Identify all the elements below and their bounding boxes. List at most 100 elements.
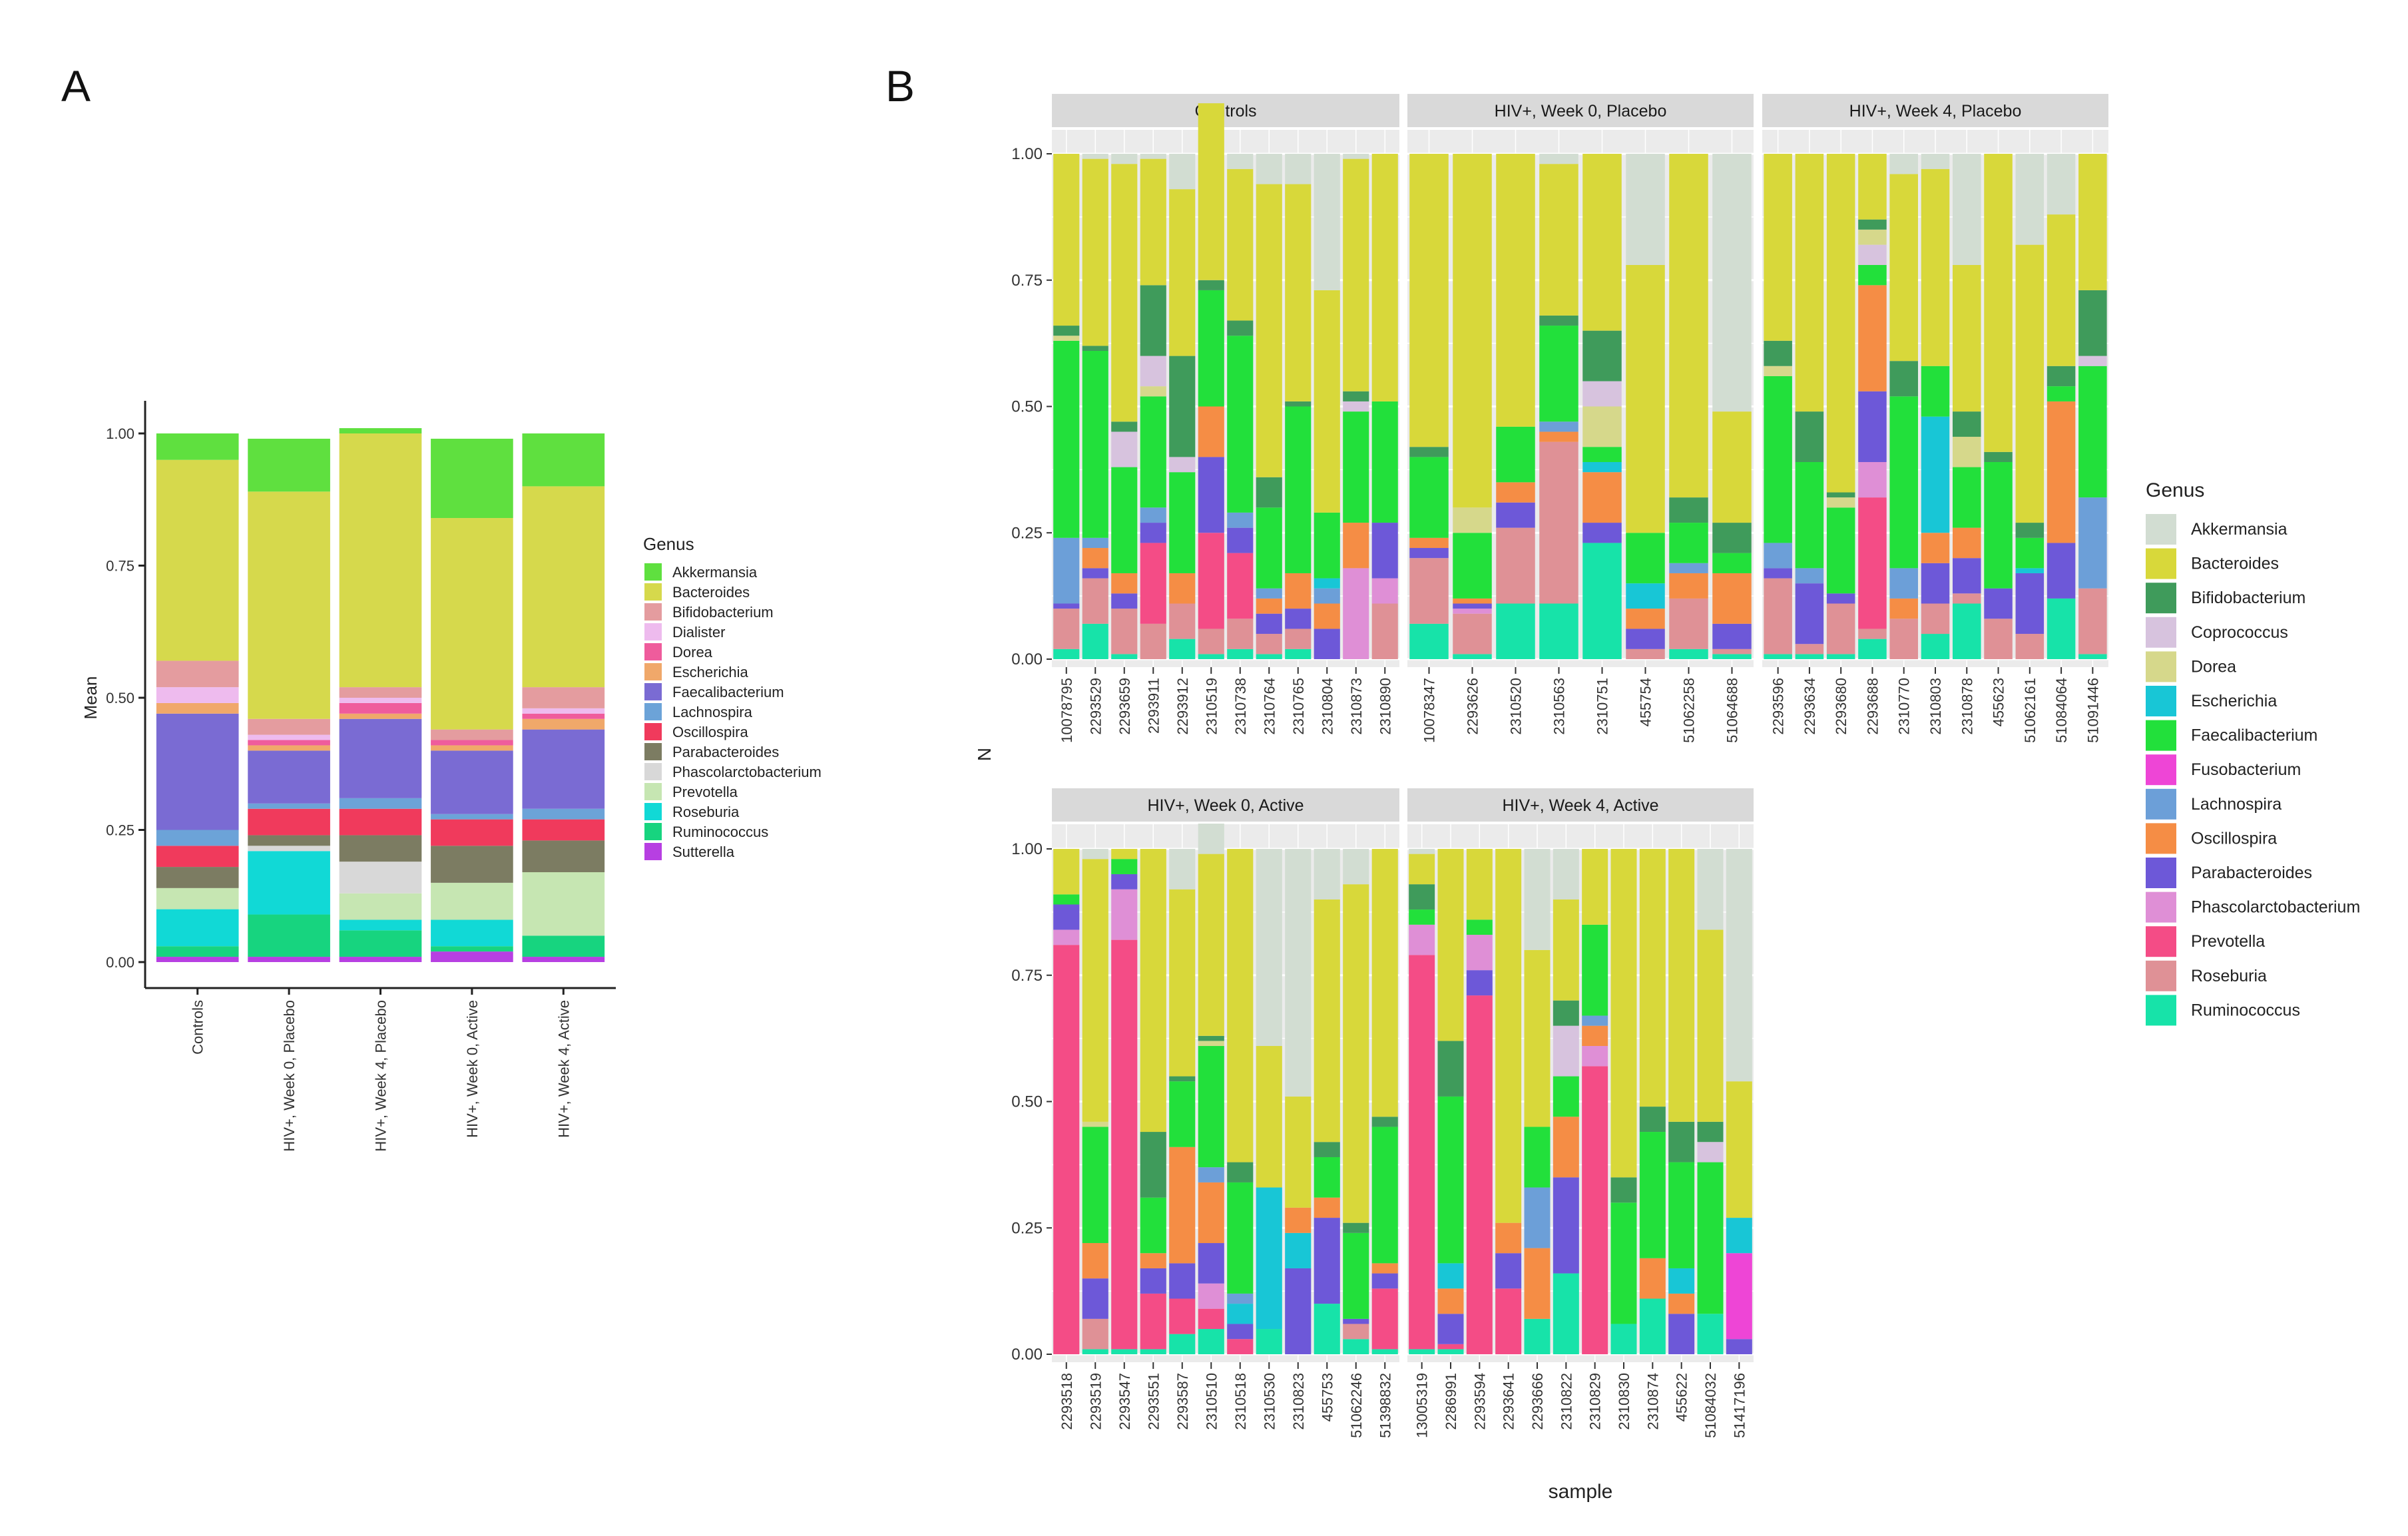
x-tick-label: 2310873 xyxy=(1348,678,1365,735)
x-tick-label: 2286991 xyxy=(1443,1373,1459,1430)
bar-segment xyxy=(1285,1207,1312,1233)
bar-segment xyxy=(1496,426,1535,483)
x-tick-label: 2293529 xyxy=(1087,678,1104,735)
bar-segment xyxy=(1582,543,1622,659)
bar-segment xyxy=(339,713,422,719)
bar-segment xyxy=(1227,619,1254,649)
x-tick-label: 10078795 xyxy=(1059,678,1075,743)
bar-segment xyxy=(1826,154,1855,493)
bar-segment xyxy=(1437,1349,1464,1354)
bar-segment xyxy=(1764,654,1792,659)
bar-segment xyxy=(1889,568,1918,599)
bar-segment xyxy=(1082,849,1108,860)
bar-segment xyxy=(1495,1288,1522,1354)
bar-segment xyxy=(1111,859,1138,874)
bar-segment xyxy=(2047,154,2076,215)
bar-segment xyxy=(248,745,330,751)
bar-segment xyxy=(1610,1202,1637,1324)
y-tick-label: 0.25 xyxy=(1011,524,1043,542)
legend-swatch xyxy=(644,623,662,640)
x-tick-label: 51084032 xyxy=(1702,1373,1719,1438)
legend-label: Fusobacterium xyxy=(2191,760,2301,779)
x-tick-label: 2310519 xyxy=(1203,678,1220,735)
x-tick-label: 2293594 xyxy=(1471,1373,1488,1430)
bar-segment xyxy=(1256,598,1282,614)
x-tick-label: 455753 xyxy=(1319,1373,1335,1421)
bar-segment xyxy=(156,433,239,460)
bar-segment xyxy=(1343,1324,1369,1340)
bar-segment xyxy=(1726,849,1752,1082)
bar-segment xyxy=(522,713,605,719)
bar-segment xyxy=(1082,578,1108,624)
bar-segment xyxy=(1921,366,1950,417)
bar-segment xyxy=(1082,859,1108,1122)
bar-segment xyxy=(1314,849,1340,899)
legend-swatch xyxy=(644,803,662,820)
bar-segment xyxy=(1582,381,1622,407)
x-tick-label: 2293519 xyxy=(1087,1373,1104,1430)
bar-segment xyxy=(2047,401,2076,543)
bar-segment xyxy=(156,867,239,888)
legend-title: Genus xyxy=(2146,479,2204,501)
bar-segment xyxy=(1984,154,2013,452)
bar-segment xyxy=(339,808,422,836)
bar-segment xyxy=(1053,929,1080,945)
x-tick-label: 2293626 xyxy=(1465,678,1481,735)
bar-segment xyxy=(1140,1253,1166,1268)
bar-segment xyxy=(1314,290,1340,513)
bar-segment xyxy=(1256,588,1282,599)
legend-swatch xyxy=(2146,583,2176,614)
bar-segment xyxy=(1437,849,1464,1041)
bar-segment xyxy=(1053,326,1080,336)
bar-segment xyxy=(1953,437,1981,467)
bar-segment xyxy=(1582,924,1608,1016)
legend-swatch xyxy=(644,583,662,601)
bar-segment xyxy=(1921,416,1950,533)
bar-segment xyxy=(248,740,330,746)
bar-segment xyxy=(156,702,239,714)
bar-segment xyxy=(1169,1076,1196,1082)
bar-segment xyxy=(1169,573,1196,604)
bar-segment xyxy=(1198,1308,1224,1330)
bar-segment xyxy=(1285,629,1312,649)
legend-b: Genus Akkermansia Bacteroides Bifidobacteri… xyxy=(2146,479,2360,1026)
bar-segment xyxy=(248,957,330,962)
bar-segment xyxy=(1256,1187,1282,1330)
bar-segment xyxy=(1256,1329,1282,1354)
bar-segment xyxy=(1889,598,1918,619)
bar-segment xyxy=(1453,609,1492,614)
bar-segment xyxy=(1198,824,1224,854)
legend-swatch xyxy=(2146,548,2176,579)
bar-segment xyxy=(1343,401,1369,412)
bar-segment xyxy=(339,698,422,703)
y-tick-label: 0.25 xyxy=(106,822,134,839)
bar-segment xyxy=(1140,543,1166,624)
bar-segment xyxy=(1795,583,1824,644)
legend-swatch xyxy=(2146,858,2176,888)
bar-segment xyxy=(1582,849,1608,925)
x-tick-label: 2293641 xyxy=(1501,1373,1517,1430)
bar-segment xyxy=(248,718,330,735)
facet-5: HIV+, Week 4, Active 13005319 2286991 22935… xyxy=(1407,788,1754,1438)
bar-segment xyxy=(339,687,422,698)
legend-label: Lachnospira xyxy=(672,704,753,720)
x-tick-label: 2293659 xyxy=(1116,678,1133,735)
legend-swatch xyxy=(2146,926,2176,957)
y-axis-title: Mean xyxy=(81,676,101,719)
bar-segment xyxy=(431,518,513,730)
facet-strip xyxy=(1407,94,1754,127)
facet-2: HIV+, Week 0, Placebo 10078347 2293626 2310… xyxy=(1407,94,1754,743)
bar-segment xyxy=(1582,406,1622,447)
bar-segment xyxy=(1539,326,1578,422)
bar-segment xyxy=(2078,366,2107,498)
legend-label: Ruminococcus xyxy=(2191,1001,2300,1019)
bar-segment xyxy=(1053,849,1080,895)
bar-segment xyxy=(1669,648,1708,659)
x-tick-label: 2310803 xyxy=(1927,678,1944,735)
bar-segment xyxy=(1227,336,1254,513)
x-tick-label: 2293547 xyxy=(1116,1373,1133,1430)
bar-segment xyxy=(156,888,239,909)
bar-segment xyxy=(1889,361,1918,397)
bar-segment xyxy=(1826,492,1855,498)
bar-segment xyxy=(1953,411,1981,437)
